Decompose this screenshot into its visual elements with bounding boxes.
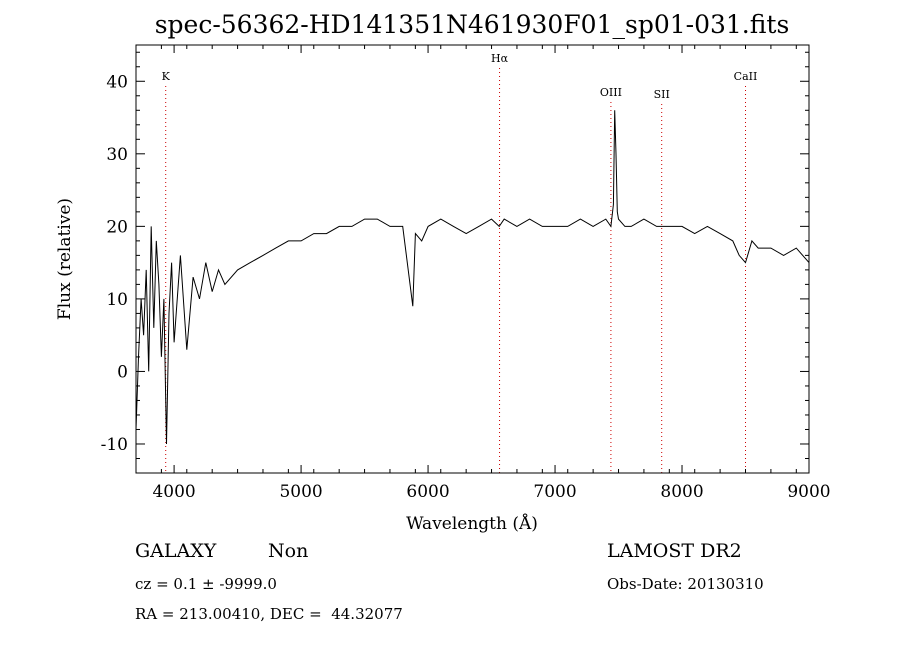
redshift-readout: cz = 0.1 ± -9999.0 — [135, 575, 277, 593]
spectral-line-label: OIII — [600, 86, 622, 99]
x-tick-label: 9000 — [787, 482, 830, 502]
x-tick-label: 6000 — [406, 482, 449, 502]
y-tick-label: 20 — [106, 217, 128, 237]
chart-title: spec-56362-HD141351N461930F01_sp01-031.f… — [155, 10, 790, 39]
y-tick-label: 30 — [106, 145, 128, 165]
y-tick-label: 0 — [117, 362, 128, 382]
x-axis-ticks: 4000 5000 6000 7000 8000 9000 — [135, 45, 831, 502]
obs-date: Obs-Date: 20130310 — [607, 575, 764, 593]
x-axis-label: Wavelength (Å) — [406, 513, 538, 534]
x-tick-label: 8000 — [660, 482, 703, 502]
y-tick-label: 40 — [106, 72, 128, 92]
y-tick-label: 10 — [106, 290, 128, 310]
x-tick-label: 5000 — [279, 482, 322, 502]
spectral-line-label: SII — [654, 88, 670, 101]
spectral-line-label: CaII — [734, 70, 758, 83]
spectrum-line — [135, 110, 810, 445]
object-class: GALAXY — [135, 540, 217, 562]
y-tick-label: -10 — [101, 435, 128, 455]
plot-frame — [135, 44, 810, 474]
object-subclass: Non — [268, 540, 309, 562]
y-axis-label: Flux (relative) — [55, 198, 75, 320]
x-tick-label: 4000 — [152, 482, 195, 502]
coordinates: RA = 213.00410, DEC = 44.32077 — [135, 605, 403, 623]
x-tick-label: 7000 — [533, 482, 576, 502]
y-axis-ticks: -10 0 10 20 30 40 — [101, 51, 809, 459]
survey-name: LAMOST DR2 — [607, 540, 742, 562]
spectral-line-label: Hα — [491, 52, 509, 65]
spectral-line-label: K — [162, 70, 171, 83]
spectral-line-markers: K Hα OIII SII CaII — [162, 52, 758, 473]
